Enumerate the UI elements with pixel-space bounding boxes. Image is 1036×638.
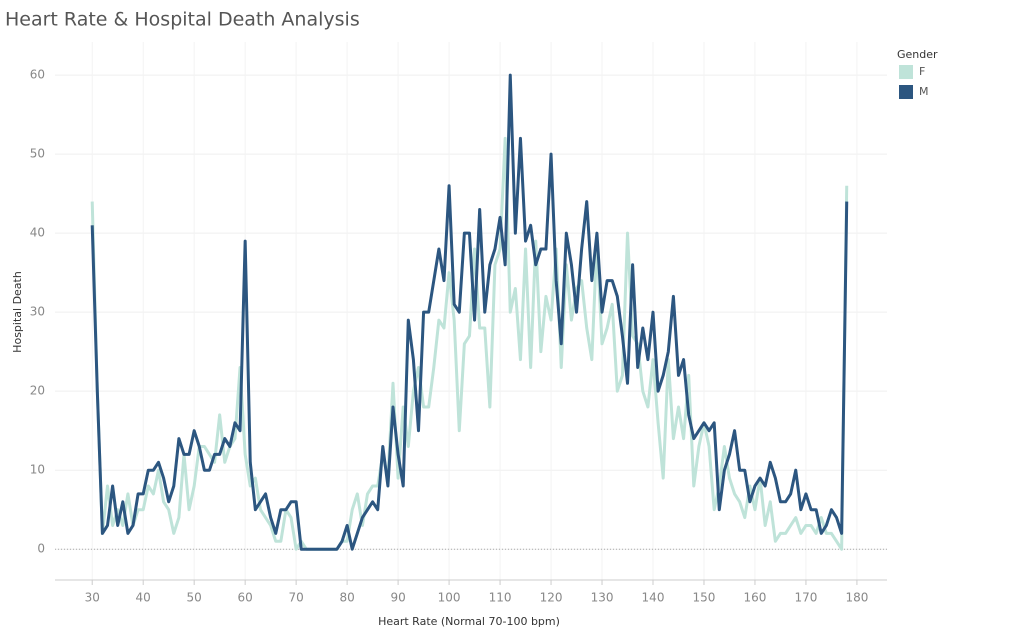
legend-label: F xyxy=(919,65,925,78)
x-tick-label: 120 xyxy=(540,591,563,605)
x-tick-label: 80 xyxy=(339,591,354,605)
legend-label: M xyxy=(919,85,929,98)
x-tick-label: 130 xyxy=(591,591,614,605)
x-tick-label: 160 xyxy=(744,591,767,605)
x-tick-label: 170 xyxy=(794,591,817,605)
y-tick-label: 10 xyxy=(30,463,45,477)
x-tick-label: 150 xyxy=(693,591,716,605)
x-tick-label: 140 xyxy=(642,591,665,605)
x-tick-label: 180 xyxy=(845,591,868,605)
y-tick-label: 60 xyxy=(30,68,45,82)
x-tick-label: 30 xyxy=(85,591,100,605)
x-axis-title: Heart Rate (Normal 70-100 bpm) xyxy=(378,615,560,628)
y-tick-label: 20 xyxy=(30,384,45,398)
x-tick-label: 90 xyxy=(390,591,405,605)
line-series xyxy=(90,73,849,551)
y-tick-label: 50 xyxy=(30,147,45,161)
legend-swatch xyxy=(899,85,913,99)
y-tick-label: 30 xyxy=(30,305,45,319)
x-tick-label: 110 xyxy=(489,591,512,605)
x-tick-label: 50 xyxy=(187,591,202,605)
x-tick-label: 100 xyxy=(438,591,461,605)
y-axis-title: Hospital Death xyxy=(11,271,24,353)
legend-title: Gender xyxy=(897,48,938,61)
legend-swatch xyxy=(899,65,913,79)
x-tick-label: 40 xyxy=(136,591,151,605)
x-tick-label: 60 xyxy=(238,591,253,605)
y-tick-label: 40 xyxy=(30,226,45,240)
x-tick-label: 70 xyxy=(288,591,303,605)
chart-title: Heart Rate & Hospital Death Analysis xyxy=(5,9,360,31)
line-series xyxy=(90,136,849,551)
y-tick-label: 0 xyxy=(37,542,45,556)
